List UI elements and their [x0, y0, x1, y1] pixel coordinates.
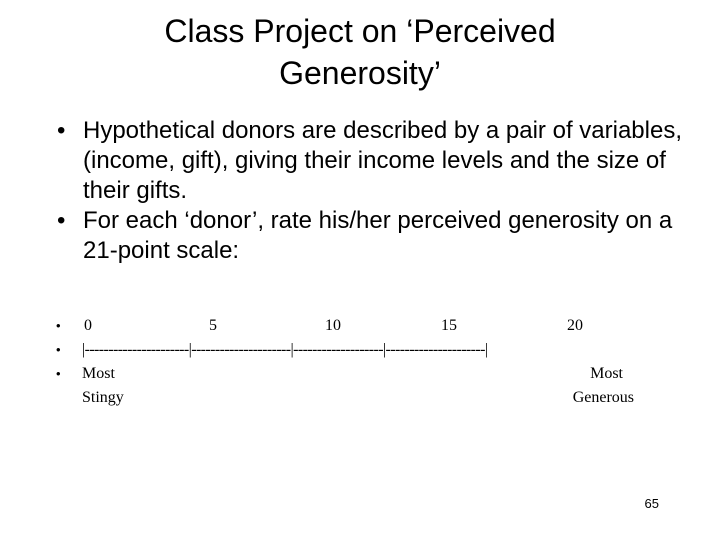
scale-tick-label: 0 [84, 317, 92, 334]
scale-tick-label: 20 [567, 317, 583, 334]
page-number: 65 [644, 496, 659, 511]
scale-tick-label: 5 [209, 317, 217, 334]
bullet-list: • Hypothetical donors are described by a… [57, 116, 697, 266]
scale-right-anchor: Most Generous [540, 362, 634, 410]
scale-bullet-marker: • [56, 318, 61, 333]
slide-title-line-2: Generosity’ [279, 55, 441, 91]
bullet-item-2: • For each ‘donor’, rate his/her perceiv… [57, 206, 697, 266]
bullet-marker: • [57, 117, 66, 144]
bullet-text: For each ‘donor’, rate his/her perceived… [83, 207, 673, 264]
scale-right-anchor-line-1: Most [590, 365, 623, 382]
slide-title: Class Project on ‘Perceived Generosity’ [60, 10, 660, 94]
bullet-marker: • [57, 207, 66, 234]
bullet-item-1: • Hypothetical donors are described by a… [57, 116, 697, 206]
scale-rule: |----------------------|----------------… [82, 341, 488, 358]
scale-left-anchor-line-2: Stingy [82, 389, 124, 406]
scale-right-anchor-line-2: Generous [572, 389, 634, 406]
scale-tick-label: 10 [325, 317, 341, 334]
slide-title-line-1: Class Project on ‘Perceived [164, 13, 556, 49]
scale-left-anchor-line-1: Most [82, 365, 115, 382]
scale-bullet-marker: • [56, 342, 61, 357]
scale-left-anchor: Most Stingy [82, 362, 124, 410]
scale-bullet-marker: • [56, 366, 61, 381]
bullet-text: Hypothetical donors are described by a p… [83, 117, 682, 204]
scale-tick-label: 15 [441, 317, 457, 334]
